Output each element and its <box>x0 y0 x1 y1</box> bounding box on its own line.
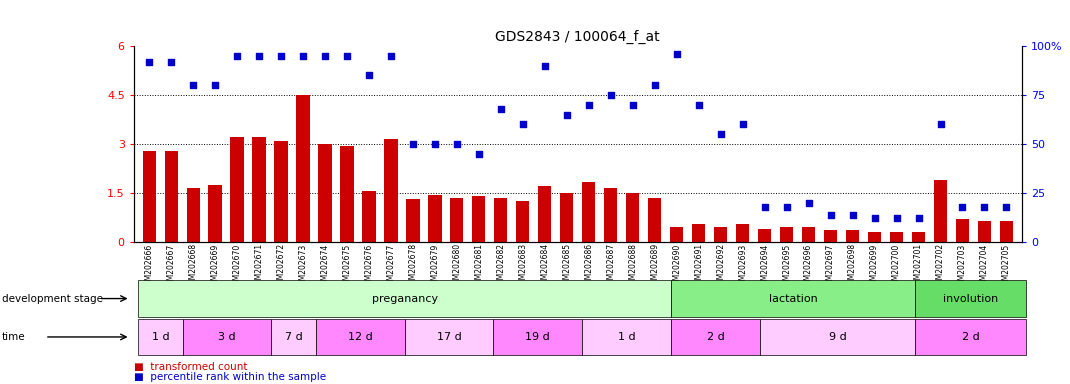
Bar <box>758 229 771 242</box>
Text: 12 d: 12 d <box>348 332 372 342</box>
Point <box>184 82 201 88</box>
Bar <box>165 151 178 242</box>
Text: 2 d: 2 d <box>962 332 980 342</box>
Text: 1 d: 1 d <box>152 332 169 342</box>
Point <box>448 141 465 147</box>
Text: development stage: development stage <box>2 293 103 304</box>
Point <box>580 102 597 108</box>
Bar <box>999 221 1013 242</box>
Bar <box>868 232 882 242</box>
Point <box>932 121 949 127</box>
Bar <box>824 230 837 242</box>
Bar <box>450 198 463 242</box>
Point <box>338 53 355 59</box>
Text: 1 d: 1 d <box>617 332 636 342</box>
Point <box>294 53 311 59</box>
Point <box>250 53 268 59</box>
Bar <box>407 200 419 242</box>
Bar <box>296 95 309 242</box>
Bar <box>340 146 353 242</box>
Point <box>734 121 751 127</box>
Point <box>317 53 334 59</box>
Point <box>492 106 509 112</box>
Title: GDS2843 / 100064_f_at: GDS2843 / 100064_f_at <box>495 30 660 44</box>
Point <box>515 121 532 127</box>
Point <box>646 82 663 88</box>
Bar <box>186 188 200 242</box>
Bar <box>494 198 507 242</box>
Bar <box>363 191 376 242</box>
Bar <box>605 188 617 242</box>
Bar <box>516 201 530 242</box>
Text: ■  transformed count: ■ transformed count <box>134 362 247 372</box>
Text: 19 d: 19 d <box>525 332 550 342</box>
Bar <box>582 182 595 242</box>
Point <box>361 73 378 79</box>
Point <box>140 59 157 65</box>
Bar <box>912 232 926 242</box>
Text: time: time <box>2 332 26 342</box>
Bar <box>142 151 156 242</box>
Bar <box>428 195 442 242</box>
Point <box>273 53 290 59</box>
Bar <box>230 137 244 242</box>
Point <box>800 200 817 206</box>
Bar <box>274 141 288 242</box>
Point <box>822 212 839 218</box>
Bar <box>384 139 398 242</box>
Bar <box>736 224 749 242</box>
Bar <box>319 144 332 242</box>
Bar <box>692 224 705 242</box>
Bar <box>890 232 903 242</box>
Point <box>382 53 399 59</box>
Text: 17 d: 17 d <box>437 332 461 342</box>
Bar <box>780 227 793 242</box>
Text: preganancy: preganancy <box>371 293 438 304</box>
Text: 2 d: 2 d <box>706 332 724 342</box>
Point <box>404 141 422 147</box>
Point <box>910 215 927 222</box>
Point <box>229 53 246 59</box>
Point <box>163 59 180 65</box>
Point <box>713 131 730 137</box>
Point <box>690 102 707 108</box>
Text: 7 d: 7 d <box>285 332 303 342</box>
Bar <box>956 219 969 242</box>
Bar <box>648 198 661 242</box>
Bar <box>846 230 859 242</box>
Bar <box>253 137 265 242</box>
Bar <box>626 193 640 242</box>
Text: involution: involution <box>943 293 998 304</box>
Bar <box>934 180 947 242</box>
Point <box>998 204 1015 210</box>
Bar <box>670 227 684 242</box>
Point <box>976 204 993 210</box>
Point <box>559 112 576 118</box>
Bar <box>209 185 221 242</box>
Bar <box>561 193 574 242</box>
Point <box>426 141 443 147</box>
Point <box>668 51 685 57</box>
Point <box>602 92 620 98</box>
Point <box>888 215 905 222</box>
Point <box>844 212 861 218</box>
Text: lactation: lactation <box>768 293 817 304</box>
Bar <box>978 221 991 242</box>
Text: 9 d: 9 d <box>828 332 846 342</box>
Point <box>207 82 224 88</box>
Point <box>778 204 795 210</box>
Bar <box>538 187 551 242</box>
Point <box>471 151 488 157</box>
Point <box>866 215 883 222</box>
Text: ■  percentile rank within the sample: ■ percentile rank within the sample <box>134 372 326 382</box>
Point <box>536 63 553 69</box>
Point <box>756 204 774 210</box>
Bar <box>714 227 728 242</box>
Text: 3 d: 3 d <box>218 332 235 342</box>
Bar <box>472 196 486 242</box>
Point <box>954 204 972 210</box>
Bar <box>802 227 815 242</box>
Point <box>624 102 641 108</box>
